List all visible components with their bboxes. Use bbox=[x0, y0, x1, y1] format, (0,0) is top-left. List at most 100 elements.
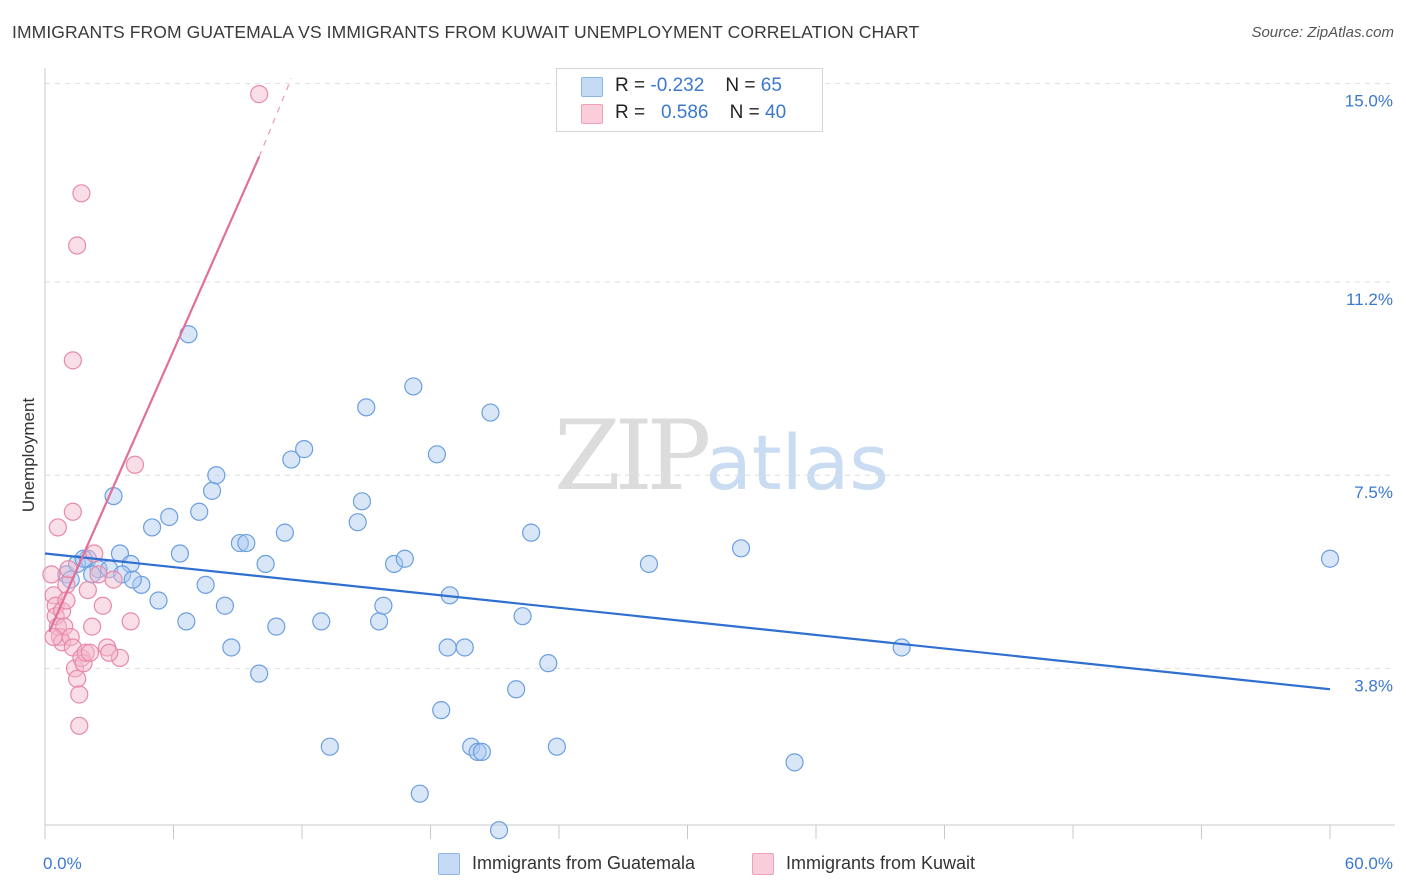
watermark: ZIPatlas bbox=[554, 400, 889, 512]
point-guatemala bbox=[250, 664, 269, 683]
y-tick-label: 7.5% bbox=[1354, 483, 1393, 502]
point-guatemala bbox=[1320, 549, 1340, 568]
legend-n-label: N = bbox=[729, 102, 760, 123]
point-kuwait bbox=[110, 648, 130, 668]
point-guatemala bbox=[177, 612, 196, 631]
legend-swatch-guatemala bbox=[581, 77, 603, 97]
point-kuwait bbox=[63, 351, 82, 370]
point-guatemala bbox=[202, 481, 222, 500]
trend-line-kuwait-extension bbox=[258, 78, 292, 157]
point-guatemala bbox=[112, 565, 132, 584]
point-guatemala bbox=[892, 638, 911, 657]
point-kuwait bbox=[121, 612, 140, 631]
y-tick-labels: 3.8% 7.5% 11.2% 15.0% bbox=[1345, 92, 1393, 696]
trend-line-guatemala bbox=[44, 552, 1331, 691]
point-guatemala bbox=[432, 701, 451, 720]
point-kuwait bbox=[72, 184, 91, 203]
legend-r-label: R = bbox=[615, 75, 646, 96]
point-guatemala bbox=[207, 466, 226, 485]
point-guatemala bbox=[352, 492, 372, 511]
point-guatemala bbox=[123, 570, 142, 589]
point-guatemala bbox=[295, 440, 314, 459]
trend-line-kuwait bbox=[48, 156, 261, 633]
correlation-legend: R = -0.232 N = 65 R = 0.586 N = 40 bbox=[556, 68, 823, 132]
point-guatemala bbox=[639, 554, 659, 574]
point-guatemala bbox=[522, 523, 541, 542]
point-guatemala bbox=[374, 596, 393, 615]
point-kuwait bbox=[80, 643, 100, 662]
point-guatemala bbox=[149, 591, 168, 610]
point-guatemala bbox=[404, 377, 423, 396]
trend-lines bbox=[44, 78, 1331, 691]
point-guatemala bbox=[370, 612, 389, 631]
legend-r-value: -0.232 bbox=[650, 75, 705, 96]
point-guatemala bbox=[237, 533, 256, 553]
y-tick-label: 11.2% bbox=[1346, 290, 1393, 309]
watermark-atlas: atlas bbox=[705, 418, 889, 507]
point-guatemala bbox=[489, 821, 509, 840]
point-guatemala bbox=[348, 513, 367, 532]
bottom-legend-swatch-kuwait bbox=[752, 853, 774, 875]
legend-r-value: 0.586 bbox=[660, 102, 709, 123]
point-guatemala bbox=[132, 575, 151, 594]
x-tick-label: 60.0% bbox=[1345, 854, 1393, 873]
data-points bbox=[42, 85, 1340, 840]
point-guatemala bbox=[267, 617, 286, 636]
source-label: Source: ZipAtlas.com bbox=[1251, 24, 1394, 41]
legend-n-value: 65 bbox=[760, 75, 782, 96]
point-guatemala bbox=[215, 596, 234, 615]
y-tick-label: 15.0% bbox=[1345, 92, 1393, 111]
point-guatemala bbox=[312, 612, 331, 631]
legend-n-label: N = bbox=[725, 75, 756, 96]
point-guatemala bbox=[539, 654, 558, 673]
bottom-legend-label-kuwait: Immigrants from Kuwait bbox=[786, 853, 976, 873]
point-kuwait bbox=[48, 518, 67, 537]
point-guatemala bbox=[468, 742, 487, 762]
point-guatemala bbox=[142, 518, 162, 537]
point-guatemala bbox=[170, 544, 190, 563]
x-tick-labels: 0.0% 60.0% bbox=[43, 854, 1393, 873]
point-guatemala bbox=[190, 502, 209, 521]
bottom-legend-swatch-guatemala bbox=[438, 853, 460, 875]
point-guatemala bbox=[275, 523, 294, 542]
point-kuwait bbox=[83, 617, 102, 636]
point-kuwait bbox=[93, 596, 112, 615]
point-kuwait bbox=[63, 502, 82, 521]
point-guatemala bbox=[731, 539, 751, 558]
point-guatemala bbox=[320, 737, 339, 756]
axes bbox=[44, 68, 1395, 839]
point-kuwait bbox=[250, 85, 269, 104]
point-kuwait bbox=[78, 580, 97, 600]
point-kuwait bbox=[42, 565, 61, 584]
point-guatemala bbox=[427, 445, 447, 464]
point-guatemala bbox=[230, 533, 249, 553]
point-guatemala bbox=[507, 680, 526, 699]
point-guatemala bbox=[282, 450, 301, 469]
point-guatemala bbox=[472, 742, 491, 762]
point-guatemala bbox=[160, 507, 179, 527]
point-kuwait bbox=[76, 643, 95, 662]
point-kuwait bbox=[70, 685, 89, 704]
point-guatemala bbox=[384, 554, 404, 574]
point-guatemala bbox=[357, 398, 376, 417]
point-kuwait bbox=[68, 669, 87, 688]
point-guatemala bbox=[547, 737, 566, 756]
x-tick-label: 0.0% bbox=[43, 854, 82, 873]
grid-lines bbox=[45, 83, 1395, 669]
legend-n-value: 40 bbox=[765, 102, 787, 123]
point-guatemala bbox=[785, 753, 804, 772]
chart-title: IMMIGRANTS FROM GUATEMALA VS IMMIGRANTS … bbox=[12, 22, 920, 42]
point-kuwait bbox=[53, 633, 72, 652]
y-tick-label: 3.8% bbox=[1354, 676, 1393, 695]
point-guatemala bbox=[395, 549, 414, 568]
point-guatemala bbox=[455, 638, 474, 657]
point-guatemala bbox=[481, 403, 500, 422]
watermark-zip: ZIP bbox=[554, 400, 711, 512]
y-axis-label: Unemployment bbox=[19, 398, 38, 513]
point-kuwait bbox=[70, 716, 89, 735]
point-kuwait bbox=[125, 455, 145, 474]
bottom-legend-label-guatemala: Immigrants from Guatemala bbox=[472, 853, 696, 873]
point-guatemala bbox=[438, 638, 457, 657]
point-kuwait bbox=[100, 643, 119, 662]
